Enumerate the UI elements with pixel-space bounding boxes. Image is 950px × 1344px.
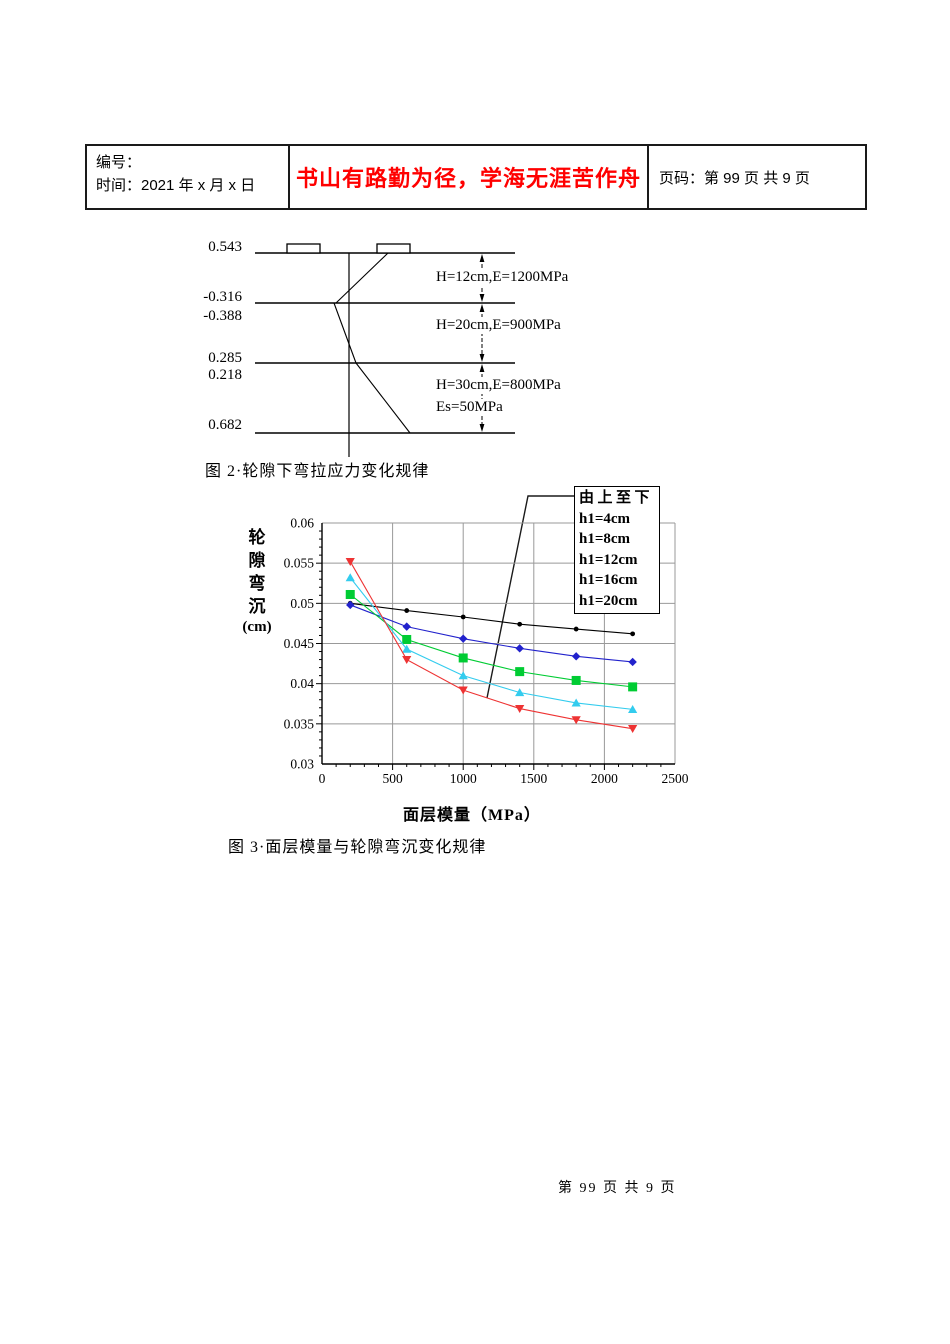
legend-item-h1-12cm: h1=12cm [579,551,638,568]
marker-triangle-down [458,686,468,695]
legend-item-h1-4cm: h1=4cm [579,510,631,527]
header-cell-page: 页码：第 99 页 共 9 页 [647,146,865,208]
marker-triangle-up [628,704,638,713]
marker-diamond [571,652,581,661]
dimension-arrowheads [479,254,485,432]
y-title-char: 隙 [248,551,266,570]
wheel-load-rect-left [286,243,321,254]
legend-title: 由上至下 [579,490,654,506]
legend-callout-line [486,495,577,699]
y-title-char: 沉 [248,597,266,616]
motto-text: 书山有路勤为径，学海无涯苦作舟 [295,166,641,191]
page-info-text: 页码：第 99 页 共 9 页 [659,169,810,187]
series-line-h1=20cm [349,561,633,730]
marker-triangle-down [628,725,638,734]
series-line-h1=16cm [349,577,633,710]
chart-x-tick-label: 2500 [662,771,689,786]
marker-triangle-down [402,655,412,664]
chart-y-tick-label: 0.055 [284,556,315,571]
layer2-label: H=20cm,E=900MPa [435,317,562,334]
chart-legend-box: 由上至下 h1=4cm h1=8cm h1=12cm h1=16cm h1=20… [574,486,660,614]
chart-x-tick-label: 500 [382,771,403,786]
marker-triangle-up [402,644,412,653]
doc-number-label: 编号： [96,154,142,171]
wheel-load-rect-right [376,243,411,254]
chart-x-axis-title: 面层模量（MPa） [403,807,541,824]
stress-value-l2-above: -0.316 [203,289,242,305]
figure3-caption: 图 3·面层模量与轮隙弯沉变化规律 [228,839,487,856]
stress-profile-layer2 [333,302,357,364]
marker-circle [460,614,466,620]
marker-circle [630,631,636,637]
legend-item-h1-16cm: h1=16cm [579,572,638,588]
marker-circle [573,626,579,632]
chart-y-tick-label: 0.03 [290,757,314,772]
y-title-char: 轮 [248,528,266,547]
series-line-h1=12cm [349,594,633,688]
marker-triangle-down [515,704,525,713]
marker-square [458,653,468,663]
series-line-h1=4cm [350,602,633,635]
chart-y-tick-label: 0.05 [290,596,314,611]
marker-triangle-up [458,671,468,680]
marker-diamond [346,600,355,610]
marker-square [402,634,412,644]
legend-item-h1-8cm: h1=8cm [579,531,631,547]
marker-square [571,675,581,685]
marker-triangle-up [345,573,355,582]
y-title-unit: (cm) [242,619,272,635]
chart-y-tick-label: 0.04 [290,676,314,691]
chart-x-tick-label: 2000 [591,771,618,786]
marker-circle [404,608,410,613]
chart-y-tick-label: 0.035 [284,716,315,731]
marker-square [515,667,525,677]
stress-value-l3-above: 0.285 [208,350,242,366]
figure2-caption: 图 2·轮隙下弯拉应力变化规律 [205,463,430,480]
chart-x-tick-label: 1000 [450,771,477,786]
marker-triangle-down [345,557,355,566]
marker-diamond [628,657,637,667]
stress-value-top: 0.543 [208,239,242,255]
marker-circle [517,621,523,627]
figure2-diagram [255,243,515,457]
subgrade-modulus-label: Es=50MPa [435,399,504,416]
stress-profile-layer3 [355,362,411,434]
footer-page-number: 第 99 页 共 9 页 [558,1181,677,1196]
y-title-char: 弯 [248,574,266,593]
stress-value-l2-below: -0.388 [203,308,242,324]
layer1-label: H=12cm,E=1200MPa [435,269,570,286]
chart-x-tick-label: 0 [319,771,326,786]
header-cell-motto: 书山有路勤为径，学海无涯苦作舟 [290,146,647,208]
chart-x-tick-label: 1500 [520,771,547,786]
stress-value-l3-below: 0.218 [208,367,242,383]
stress-value-bottom: 0.682 [208,417,242,433]
chart-y-axis-title: 轮 隙 弯 沉 (cm) [240,526,274,636]
chart-y-tick-label: 0.045 [284,636,315,651]
chart-y-tick-label: 0.06 [290,516,314,531]
marker-square [345,589,355,599]
legend-item-h1-20cm: h1=20cm [579,592,638,609]
stress-profile-layer1 [335,252,389,304]
header-table: 编号： 时间：2021 年 x 月 x 日 书山有路勤为径，学海无涯苦作舟 页码… [85,144,867,210]
series-line-h1=8cm [350,604,633,663]
header-cell-meta: 编号： 时间：2021 年 x 月 x 日 [87,146,290,208]
marker-triangle-down [571,716,581,725]
marker-diamond [515,644,524,653]
marker-square [628,682,638,692]
figure3-chart: 0 500 1000 1500 2000 2500 0.03 0.035 0.04 0.045 0.… [284,516,689,787]
layer3-label: H=30cm,E=800MPa [435,377,562,394]
marker-triangle-up [571,698,581,707]
marker-diamond [459,634,468,643]
doc-time-label: 时间：2021 年 x 月 x 日 [96,177,256,194]
marker-diamond [402,622,411,631]
marker-triangle-up [515,688,525,697]
